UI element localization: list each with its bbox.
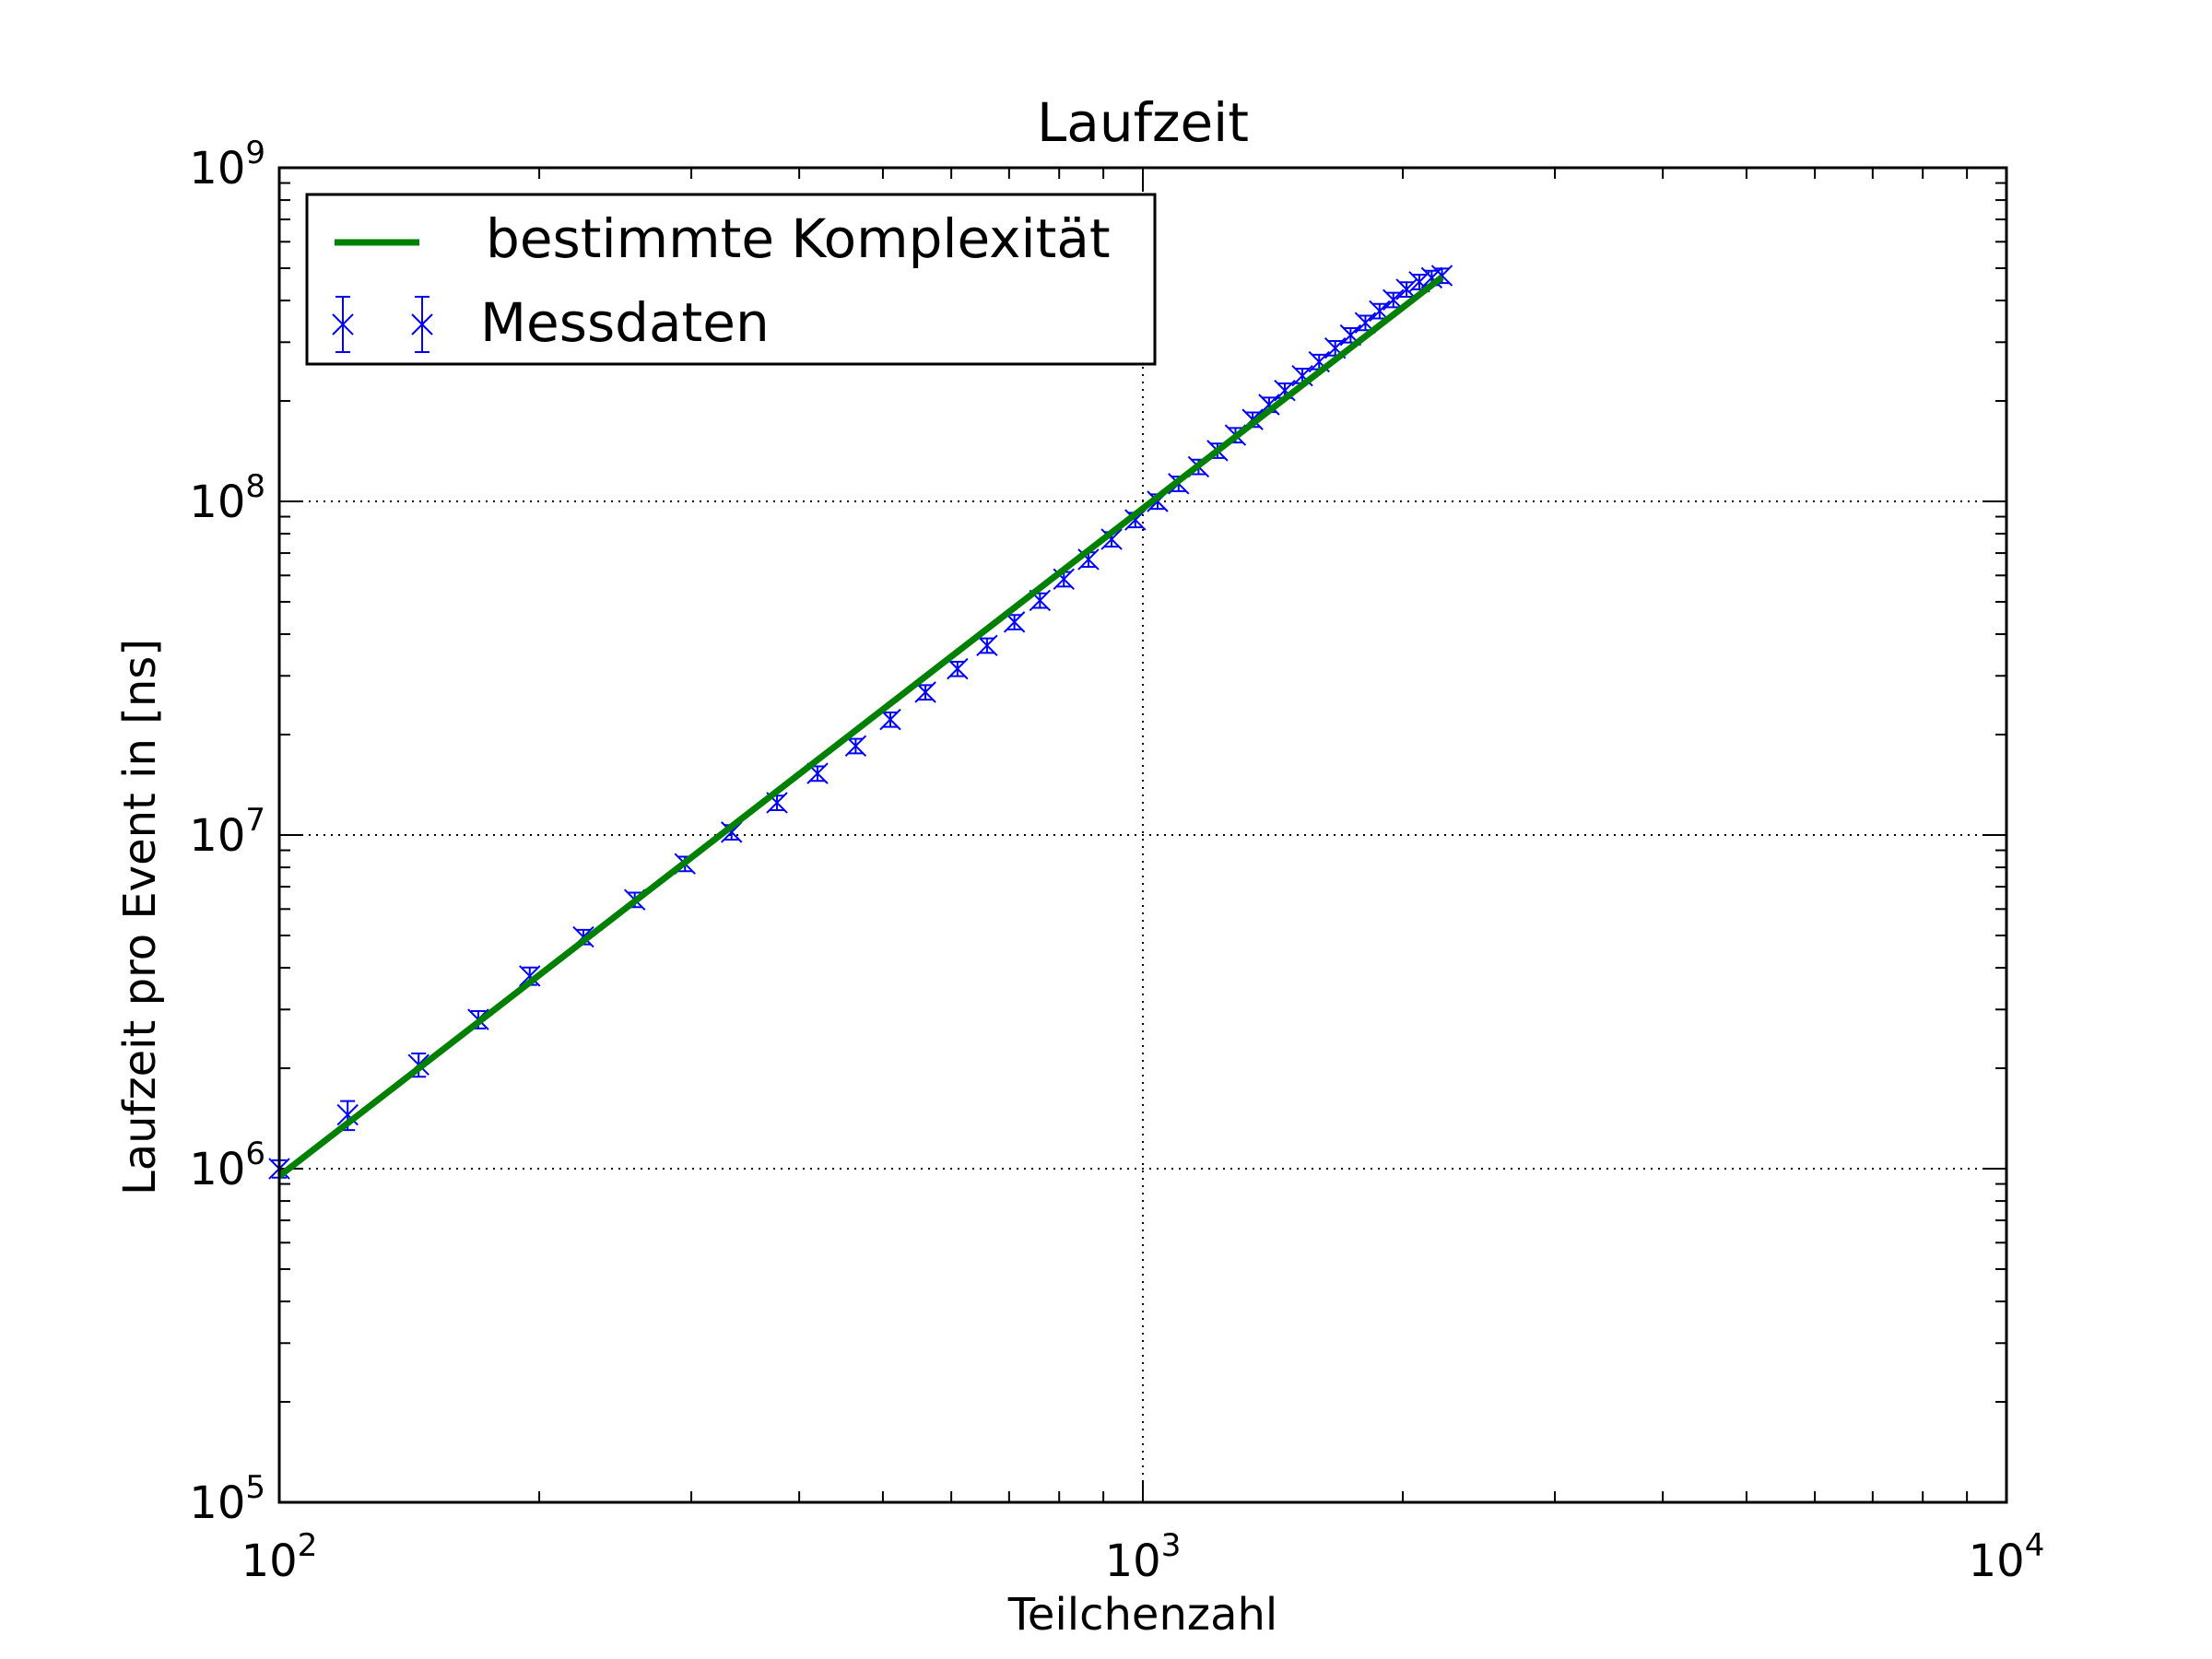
x-marker-stroke — [1077, 548, 1100, 571]
x-marker-stroke — [519, 965, 541, 987]
x-marker-stroke — [844, 735, 867, 757]
x-marker-stroke — [1369, 300, 1391, 323]
x-marker-stroke — [976, 634, 998, 657]
x-tick-label: 103 — [1105, 1527, 1182, 1587]
x-marker-stroke — [1274, 379, 1296, 402]
x-marker-stroke — [1053, 568, 1075, 590]
y-axis-label: Laufzeit pro Event in [ns] — [114, 639, 166, 1195]
x-marker-stroke — [721, 821, 743, 843]
x-marker-stroke — [1100, 528, 1123, 550]
fit-line — [276, 274, 1444, 1179]
x-marker-stroke — [1339, 324, 1362, 347]
x-marker-stroke — [879, 708, 901, 731]
legend-x-marker — [332, 313, 354, 335]
legend-label-data: Messdaten — [480, 291, 770, 354]
legend-errorbar-swatch — [332, 296, 433, 353]
x-marker-stroke — [947, 657, 969, 680]
y-tick-label: 107 — [189, 802, 265, 862]
x-marker-stroke — [1291, 364, 1313, 387]
x-marker-stroke — [1395, 278, 1418, 300]
legend: bestimmte Komplexität Messdaten — [305, 193, 1157, 366]
x-marker-stroke — [914, 681, 936, 703]
x-marker-stroke — [1308, 350, 1330, 373]
y-tick-label: 105 — [189, 1469, 265, 1529]
data-point — [976, 634, 998, 657]
x-marker-stroke — [1408, 271, 1430, 293]
y-tick-label: 109 — [189, 135, 265, 194]
x-marker-stroke — [806, 762, 829, 784]
x-marker-stroke — [1258, 394, 1280, 416]
x-marker-stroke — [1124, 509, 1147, 531]
x-marker-stroke — [1324, 336, 1347, 359]
data-point — [947, 657, 969, 680]
data-point — [806, 762, 829, 784]
x-tick-label: 102 — [241, 1527, 318, 1587]
y-tick-label: 108 — [189, 468, 265, 528]
axis-ticks — [278, 167, 2007, 1503]
legend-x-marker — [411, 313, 433, 335]
x-marker-stroke — [1029, 589, 1052, 612]
x-marker-stroke — [1003, 611, 1026, 633]
x-axis-label: Teilchenzahl — [1007, 1589, 1278, 1641]
chart-title: Laufzeit — [1037, 91, 1249, 154]
x-marker-stroke — [1382, 288, 1405, 311]
plot-frame — [277, 166, 2008, 1504]
x-marker-stroke — [336, 1103, 359, 1126]
legend-label-fit: bestimmte Komplexität — [486, 207, 1111, 270]
tick-labels: 102 103 104 105 106 107 108 109 — [189, 135, 2044, 1587]
legend-box — [305, 193, 1157, 366]
x-marker-stroke — [1354, 312, 1377, 334]
x-marker-stroke — [766, 792, 788, 814]
grid — [279, 168, 2006, 1502]
y-tick-label: 106 — [189, 1135, 265, 1195]
x-tick-label: 104 — [1969, 1527, 2045, 1587]
